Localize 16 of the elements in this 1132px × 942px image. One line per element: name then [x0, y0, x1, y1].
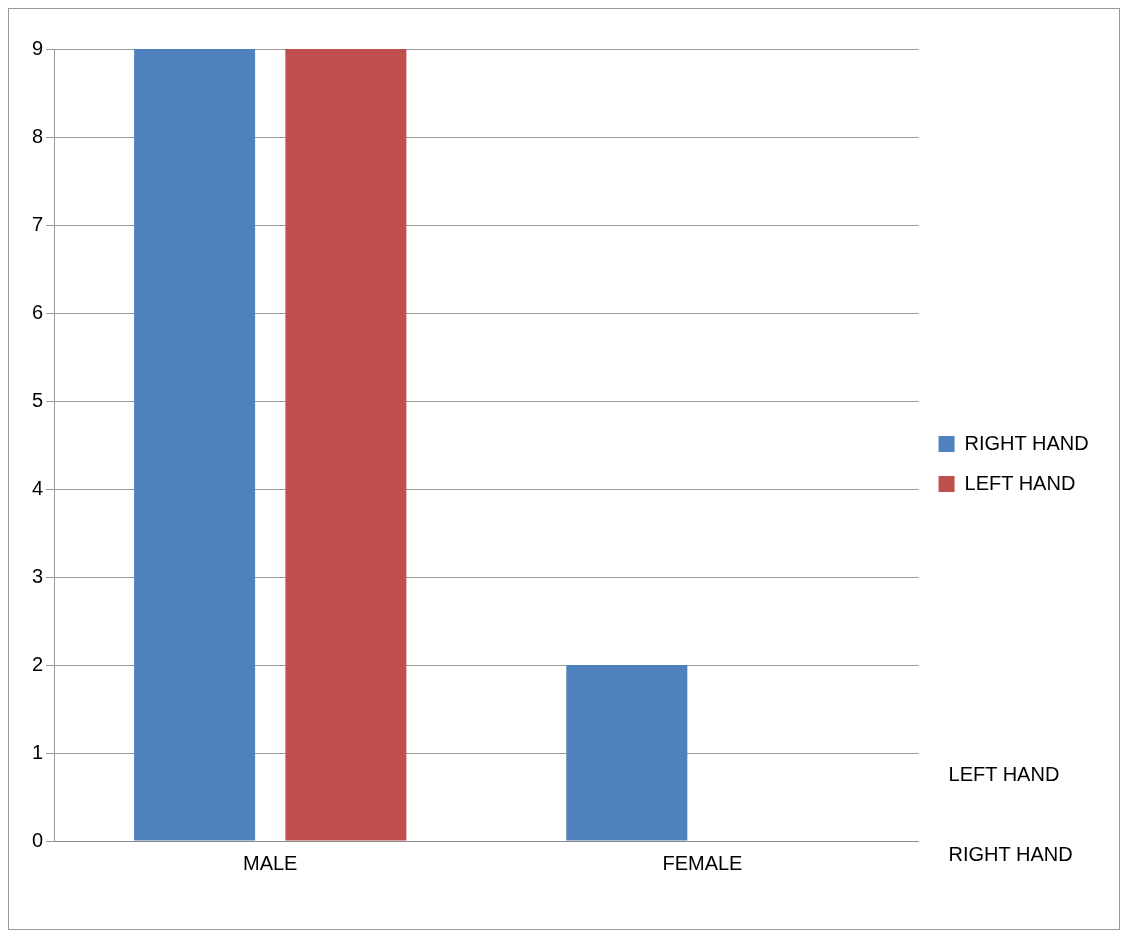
x-tick-label: FEMALE	[662, 851, 743, 874]
text: LEFT HAND	[948, 763, 1060, 785]
y-tick-label: 0	[32, 828, 44, 851]
y-tick-label: 5	[32, 388, 44, 411]
y-tick-label: 3	[32, 564, 44, 587]
legend-label: LEFT HAND	[964, 471, 1076, 494]
y-tick-label: 7	[32, 212, 44, 235]
y-tick-label: 9	[32, 36, 44, 59]
y-tick-label: 1	[32, 740, 44, 763]
y-tick-label: 6	[32, 300, 44, 323]
y-tick-label: 8	[32, 124, 44, 147]
text: RIGHT HAND	[948, 843, 1073, 865]
y-tick-label: 4	[32, 476, 44, 499]
y-tick-label: 2	[32, 652, 44, 675]
legend-label: RIGHT HAND	[964, 431, 1089, 454]
x-tick-label: MALE	[243, 851, 298, 874]
